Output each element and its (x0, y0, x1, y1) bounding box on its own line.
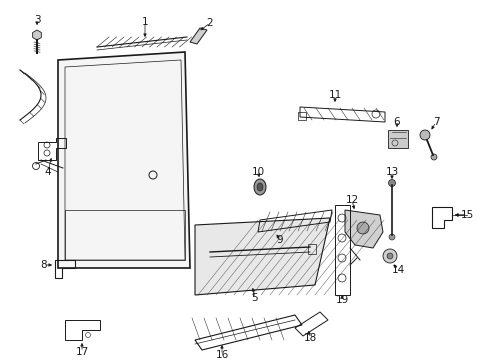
Ellipse shape (253, 179, 265, 195)
Text: 12: 12 (345, 195, 358, 205)
Circle shape (386, 253, 392, 259)
Circle shape (356, 222, 368, 234)
Text: 3: 3 (34, 15, 40, 25)
Bar (307, 244, 315, 254)
Bar (297, 112, 305, 120)
Circle shape (388, 234, 394, 240)
Text: 4: 4 (44, 167, 51, 177)
Text: 1: 1 (142, 17, 148, 27)
Text: 7: 7 (432, 117, 438, 127)
Circle shape (382, 249, 396, 263)
Polygon shape (190, 28, 206, 44)
Text: 9: 9 (276, 235, 283, 245)
Text: 10: 10 (251, 167, 264, 177)
Text: 13: 13 (385, 167, 398, 177)
Circle shape (419, 130, 429, 140)
Polygon shape (387, 130, 407, 148)
Text: 15: 15 (459, 210, 473, 220)
Text: 2: 2 (206, 18, 213, 28)
Text: 11: 11 (328, 90, 341, 100)
Circle shape (387, 180, 395, 186)
Text: 6: 6 (393, 117, 400, 127)
Circle shape (430, 154, 436, 160)
Polygon shape (33, 30, 41, 40)
Text: 16: 16 (215, 350, 228, 360)
Text: 18: 18 (303, 333, 316, 343)
Text: 14: 14 (390, 265, 404, 275)
Polygon shape (58, 52, 190, 268)
Polygon shape (345, 210, 382, 248)
Text: 8: 8 (41, 260, 47, 270)
Text: 5: 5 (251, 293, 258, 303)
Text: 19: 19 (335, 295, 348, 305)
Ellipse shape (257, 183, 263, 191)
Text: 17: 17 (75, 347, 88, 357)
Polygon shape (195, 218, 329, 295)
